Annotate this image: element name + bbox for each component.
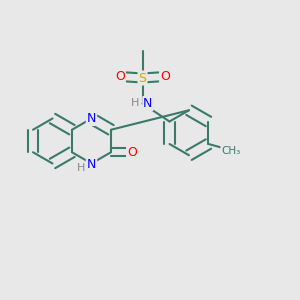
- Text: S: S: [139, 71, 146, 85]
- Text: N: N: [143, 97, 153, 110]
- Text: O: O: [160, 70, 170, 83]
- Text: H: H: [77, 163, 85, 173]
- Text: H: H: [131, 98, 139, 109]
- Text: N: N: [87, 112, 96, 125]
- Text: O: O: [115, 70, 125, 83]
- Text: CH₃: CH₃: [221, 146, 241, 157]
- Text: N: N: [87, 158, 96, 172]
- Text: O: O: [127, 146, 137, 159]
